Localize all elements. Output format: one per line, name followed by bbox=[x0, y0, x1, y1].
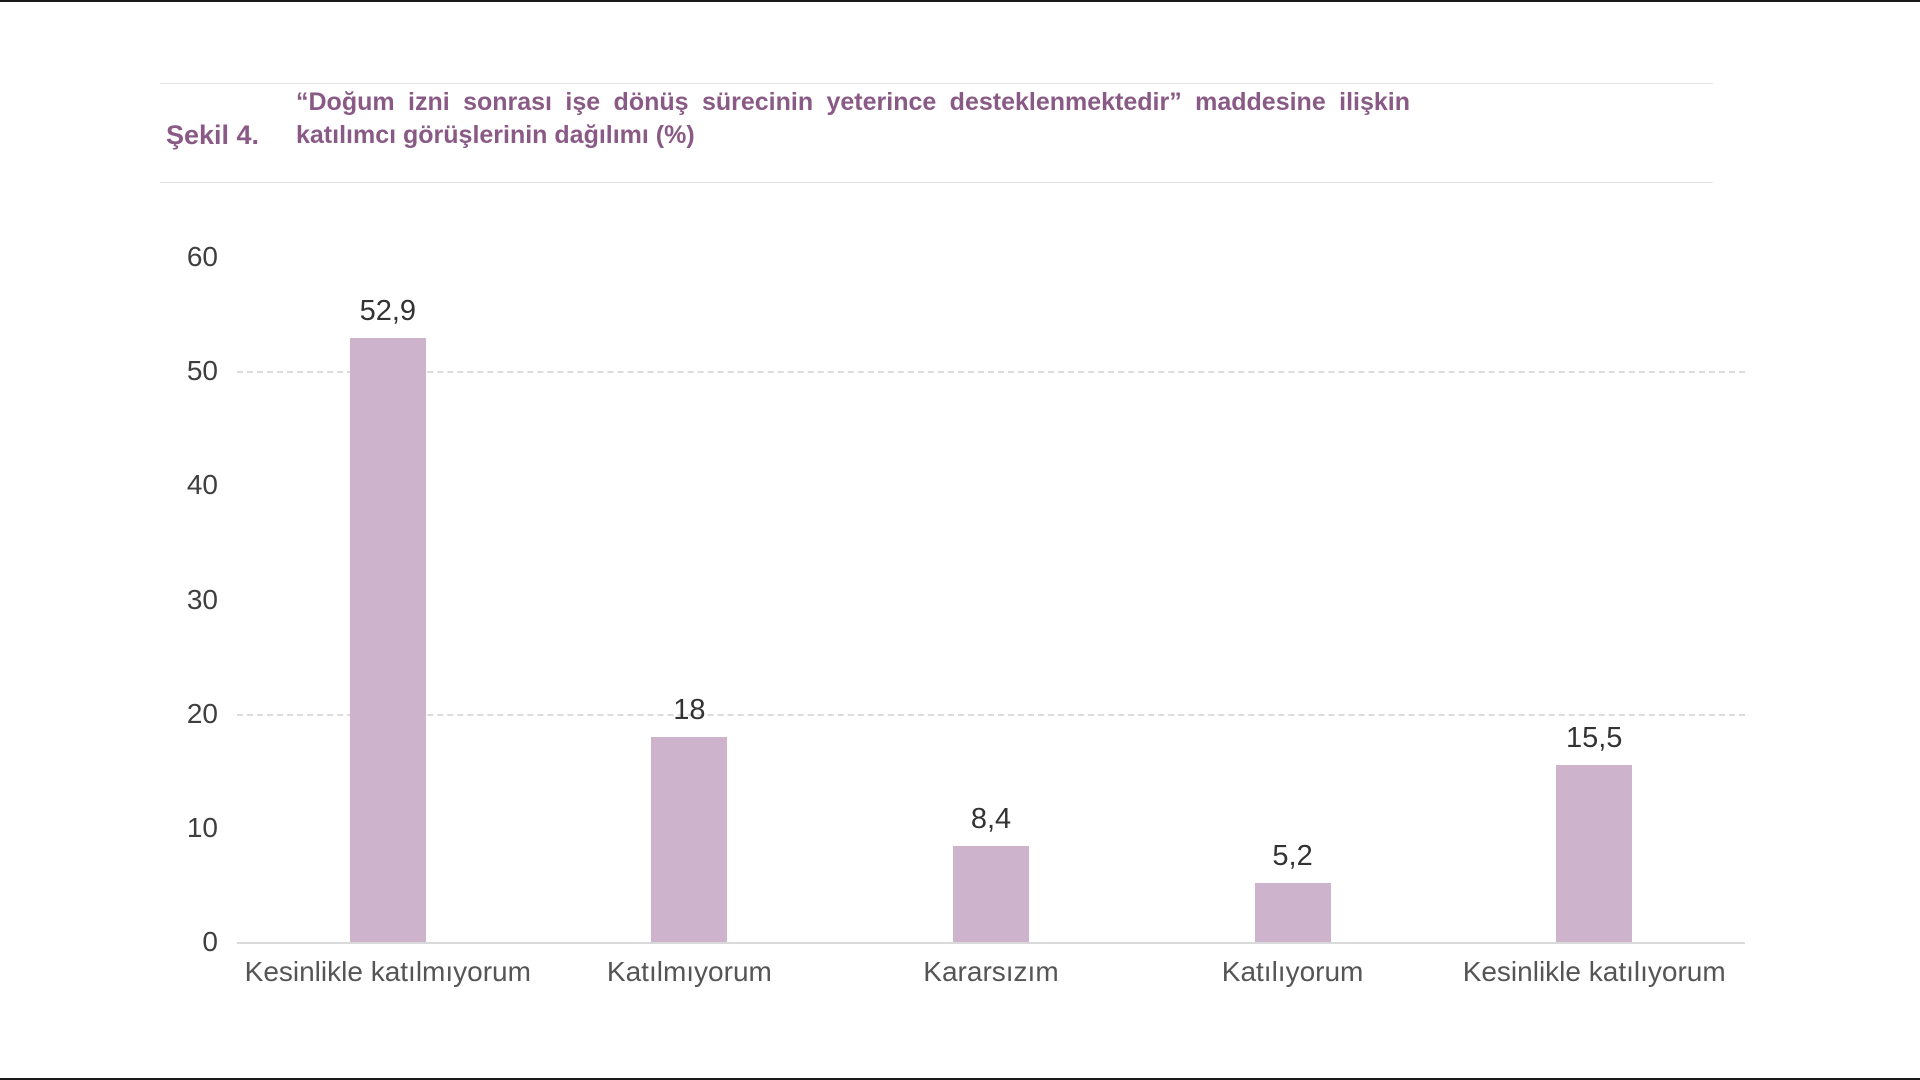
y-tick-label: 40 bbox=[186, 469, 218, 501]
y-tick-label: 30 bbox=[186, 583, 218, 615]
gridline bbox=[237, 713, 1745, 716]
bar bbox=[1254, 882, 1331, 942]
bar-slot: 15,5 Kesinlikle katılıyorum bbox=[1443, 257, 1745, 987]
bar-value-label: 15,5 bbox=[1565, 722, 1623, 755]
category-label: Katılıyorum bbox=[1221, 956, 1364, 987]
bar bbox=[952, 846, 1029, 942]
figure-label: Şekil 4. bbox=[166, 120, 260, 150]
y-tick-label: 10 bbox=[186, 811, 218, 843]
caption-bottom-rule bbox=[160, 182, 1713, 183]
category-label: Katılmıyorum bbox=[606, 956, 772, 987]
screenshot-bottom-border bbox=[0, 1078, 1920, 1080]
bar-value-label: 18 bbox=[673, 693, 706, 726]
caption-top-rule bbox=[160, 83, 1713, 84]
bar-slot: 8,4 Kararsızım bbox=[840, 257, 1142, 987]
bar-slot: 18 Katılmıyorum bbox=[539, 257, 841, 988]
category-label: Kesinlikle katılıyorum bbox=[1462, 956, 1726, 987]
y-tick-label: 20 bbox=[186, 697, 218, 729]
bar-value-label: 8,4 bbox=[970, 803, 1012, 836]
y-axis: 0 10 20 30 40 50 60 bbox=[120, 241, 218, 957]
gridline bbox=[237, 371, 1745, 374]
x-axis-baseline bbox=[237, 942, 1745, 944]
figure-title-line2: katılımcı görüşlerinin dağılımı (%) bbox=[296, 121, 695, 149]
bar bbox=[651, 736, 728, 942]
screenshot-top-border bbox=[0, 0, 1920, 2]
figure-title-line1: “Doğum izni sonrası işe dönüş sürecinin … bbox=[296, 88, 1410, 116]
y-tick-label: 60 bbox=[186, 241, 218, 272]
y-tick-label: 50 bbox=[186, 355, 218, 387]
y-tick-label: 0 bbox=[202, 926, 218, 957]
bar bbox=[349, 338, 426, 942]
bar-value-label: 5,2 bbox=[1272, 839, 1313, 872]
category-label: Kararsızım bbox=[923, 956, 1059, 987]
bar-value-label: 52,9 bbox=[359, 295, 417, 328]
bar bbox=[1556, 765, 1633, 942]
bar-slot: 5,2 Katılıyorum bbox=[1142, 257, 1444, 987]
plot-area: 52,9 Kesinlikle katılmıyorum 18 Katılmıyoru… bbox=[237, 257, 1745, 988]
figure-title: “Doğum izni sonrası işe dönüş sürecinin … bbox=[296, 86, 1410, 152]
bar-slot: 52,9 Kesinlikle katılmıyorum bbox=[237, 257, 539, 987]
category-label: Kesinlikle katılmıyorum bbox=[244, 956, 531, 987]
